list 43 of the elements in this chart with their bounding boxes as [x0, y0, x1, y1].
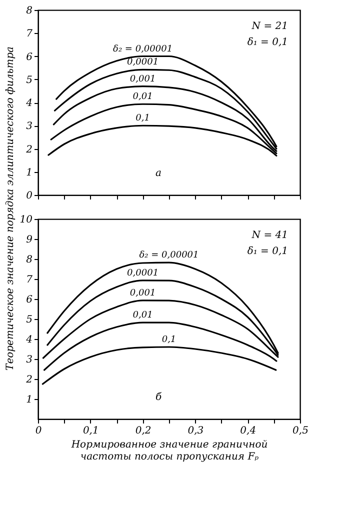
y-tick-label: 1 [26, 394, 32, 406]
series-label: δ₂ = 0,00001 [113, 44, 173, 54]
y-tick-label: 3 [26, 354, 32, 366]
x-tick-label: 0,2 [135, 426, 152, 436]
y-tick-label: 10 [20, 214, 34, 226]
x-tick-label: 0 [35, 426, 42, 436]
y-tick-label: 4 [25, 98, 32, 109]
y-tick-label: 6 [26, 294, 34, 306]
annotation: N = 41 [250, 230, 288, 241]
x-tick-label: 0,5 [292, 426, 308, 436]
series-label: 0,001 [130, 74, 156, 84]
annotation: N = 21 [250, 21, 288, 32]
series-label: 0,001 [130, 288, 156, 298]
y-tick-label: 2 [25, 144, 32, 156]
y-tick-label: 5 [26, 74, 32, 86]
series-label: 0,01 [132, 310, 153, 321]
series-label: 0,01 [132, 92, 153, 102]
series-label: 0,1 [136, 114, 150, 124]
series-label: 0,0001 [127, 268, 159, 278]
annotation: б [155, 392, 162, 403]
annotation: а [156, 168, 162, 179]
y-tick-label: 6 [26, 52, 34, 63]
x-axis-title: Нормированное значение граничной частоты полосы пропускания Fₚ [70, 440, 268, 462]
series-label: 0,1 [162, 335, 176, 345]
series-label: δ₂ = 0,00001 [139, 250, 199, 261]
y-tick-label: 5 [26, 314, 32, 326]
annotation: δ₁ = 0,1 [247, 246, 288, 257]
annotation: δ₁ = 0,1 [247, 37, 288, 48]
y-tick-label: 9 [26, 234, 34, 246]
y-tick-label: 0 [26, 190, 34, 202]
y-tick-label: 3 [26, 121, 32, 132]
x-tick-label: 0,1 [82, 426, 99, 436]
x-tick-label: 0,3 [188, 426, 204, 436]
x-tick-label: 0,4 [240, 426, 256, 436]
y-tick-label: 8 [26, 254, 32, 266]
y-tick-label: 4 [25, 334, 32, 346]
y-tick-label: 7 [26, 274, 34, 286]
y-tick-label: 2 [25, 374, 32, 386]
y-tick-label: 8 [26, 6, 32, 16]
y-tick-label: 7 [26, 28, 34, 40]
y-tick-label: 1 [26, 167, 32, 178]
series-label: 0,0001 [127, 58, 159, 68]
y-axis-title: Теоретическое значение порядка эллиптического фильтра [5, 46, 16, 370]
